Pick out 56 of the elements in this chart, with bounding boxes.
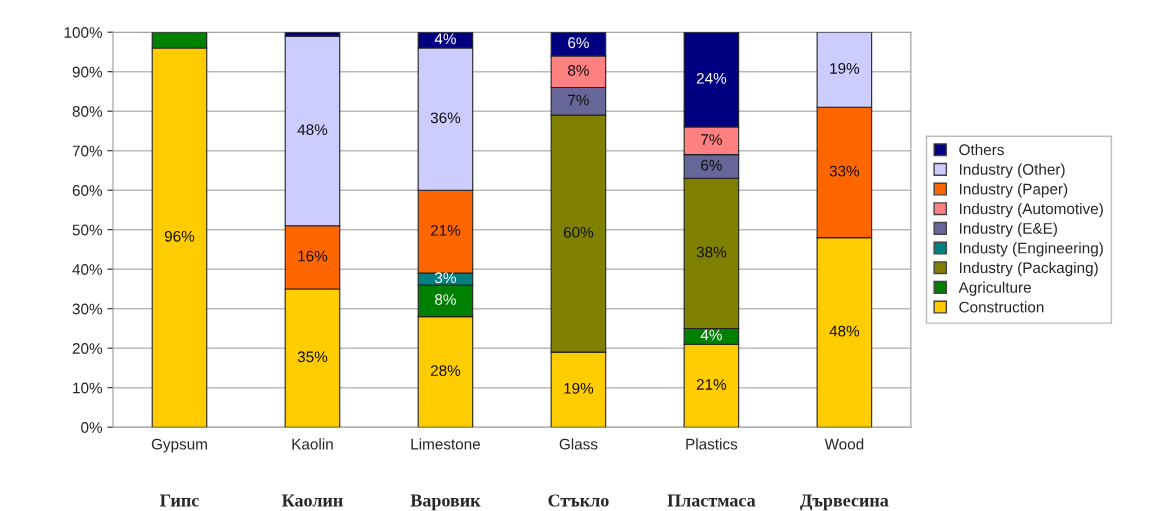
data-label: 48%: [829, 325, 860, 337]
data-label: 60%: [563, 226, 594, 238]
text: Дървесина: [800, 494, 889, 511]
data-label: 6%: [568, 37, 589, 49]
data-label: 8%: [568, 64, 589, 76]
y-tick-label: 70%: [72, 145, 103, 157]
data-label: 21%: [696, 379, 727, 390]
data-label: 3%: [434, 272, 456, 284]
text: Каолин: [281, 494, 343, 507]
y-tick-label: 30%: [72, 303, 103, 315]
y-tick-label: 50%: [72, 224, 103, 236]
y-tick-label: 40%: [72, 264, 103, 275]
data-label: 4%: [434, 33, 456, 45]
data-label: 4%: [700, 329, 722, 341]
data-label: 24%: [696, 72, 727, 84]
legend-label: Agriculture: [958, 281, 1031, 296]
data-label: 19%: [830, 63, 860, 74]
data-label: 7%: [568, 94, 589, 106]
y-tick-label: 10%: [73, 382, 103, 394]
legend-label: Construction: [959, 301, 1044, 313]
data-label: 6%: [701, 159, 722, 171]
data-label: 19%: [564, 382, 594, 394]
legend-label: Others: [959, 143, 1004, 156]
data-label: 21%: [430, 224, 461, 236]
x-tick-label: Gypsum: [151, 438, 207, 453]
data-label: 8%: [435, 294, 456, 305]
x-tick-label: Kaolin: [292, 438, 333, 450]
y-tick-label: 60%: [72, 185, 103, 196]
y-tick-label: 100%: [64, 27, 103, 38]
y-tick-label: 90%: [72, 66, 103, 78]
text: Гипс: [159, 494, 199, 507]
y-tick-label: 80%: [72, 106, 103, 117]
data-label: 96%: [164, 230, 195, 242]
data-label: 28%: [430, 365, 461, 376]
x-tick-label: Wood: [824, 438, 864, 450]
data-label: 38%: [696, 246, 727, 258]
data-label: 48%: [297, 124, 328, 136]
data-label: 33%: [829, 165, 860, 177]
data-label: 36%: [430, 112, 461, 124]
legend-label: Industry (Automotive): [959, 202, 1103, 218]
y-tick-label: 0%: [81, 422, 103, 433]
data-label: 7%: [701, 134, 722, 145]
legend-label: Industry (Packaging): [959, 261, 1098, 277]
data-label: 16%: [298, 250, 328, 262]
data-label: 35%: [297, 351, 328, 363]
text: Стъкло: [548, 494, 609, 507]
x-tick-label: Plastics: [686, 438, 738, 450]
text: Пластмаса: [667, 494, 756, 507]
legend-label: Industry (Paper): [959, 183, 1068, 198]
legend-label: Industry (E&E): [959, 222, 1057, 237]
y-tick-label: 20%: [72, 343, 103, 354]
text: Варовик: [410, 494, 481, 511]
x-tick-label: Glass: [559, 438, 598, 450]
x-tick-label: Limestone: [411, 438, 481, 450]
legend-label: Industry (Other): [959, 163, 1065, 178]
legend-label: Industy (Engineering): [959, 242, 1103, 257]
